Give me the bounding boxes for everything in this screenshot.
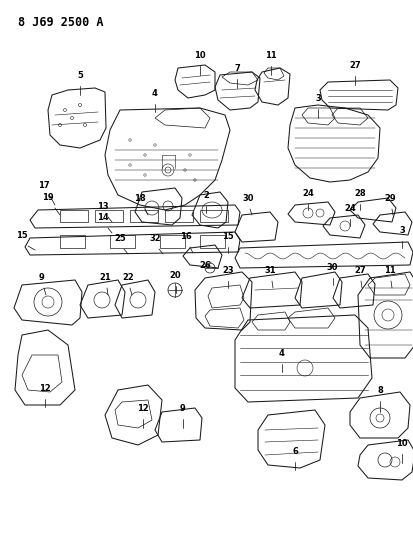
Text: 4: 4 <box>278 349 284 358</box>
Text: 16: 16 <box>180 232 191 241</box>
Text: 6: 6 <box>291 447 297 456</box>
Text: 12: 12 <box>137 404 149 413</box>
Text: 5: 5 <box>77 71 83 80</box>
Text: 24: 24 <box>343 204 355 213</box>
Text: 20: 20 <box>169 271 180 280</box>
Text: 28: 28 <box>354 189 365 198</box>
Text: 10: 10 <box>395 439 407 448</box>
Text: 31: 31 <box>263 266 275 275</box>
Text: 8 J69 2500 A: 8 J69 2500 A <box>18 16 103 29</box>
Text: 27: 27 <box>348 61 360 70</box>
Text: 30: 30 <box>242 194 253 203</box>
Text: 4: 4 <box>152 89 157 98</box>
Text: 11: 11 <box>264 51 276 60</box>
Text: 26: 26 <box>199 261 210 270</box>
Text: 27: 27 <box>354 266 365 275</box>
Text: 30: 30 <box>325 263 337 272</box>
Text: 25: 25 <box>114 234 126 243</box>
Text: 32: 32 <box>149 234 160 243</box>
Text: 22: 22 <box>122 273 133 282</box>
Text: 13: 13 <box>97 202 109 211</box>
Text: 15: 15 <box>222 232 233 241</box>
Text: 29: 29 <box>383 194 395 203</box>
Text: 18: 18 <box>134 194 145 203</box>
Text: 21: 21 <box>99 273 111 282</box>
Text: 24: 24 <box>301 189 313 198</box>
Text: 3: 3 <box>398 226 404 235</box>
Text: 8: 8 <box>376 386 382 395</box>
Text: 9: 9 <box>180 404 185 413</box>
Text: 19: 19 <box>42 193 54 202</box>
Text: 17: 17 <box>38 181 50 190</box>
Text: 11: 11 <box>383 266 395 275</box>
Text: 15: 15 <box>16 231 28 240</box>
Text: 12: 12 <box>39 384 51 393</box>
Text: 23: 23 <box>222 266 233 275</box>
Text: 10: 10 <box>194 51 205 60</box>
Text: 7: 7 <box>234 64 239 73</box>
Text: 14: 14 <box>97 213 109 222</box>
Text: 2: 2 <box>202 191 209 200</box>
Text: 3: 3 <box>314 94 320 103</box>
Text: 9: 9 <box>39 273 45 282</box>
